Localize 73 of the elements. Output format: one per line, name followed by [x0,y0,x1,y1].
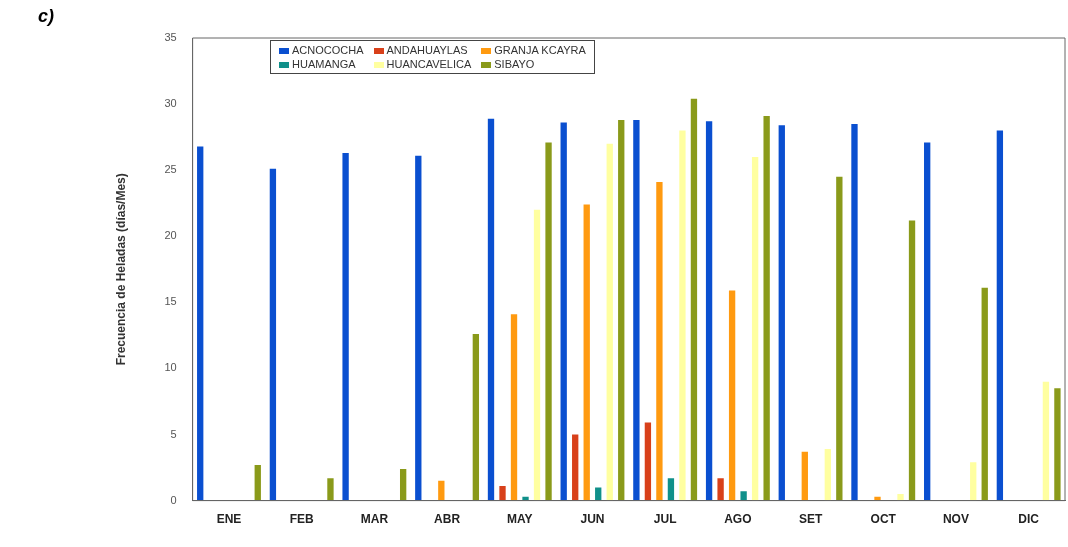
legend-label: ANDAHUAYLAS [385,44,469,56]
bar [801,451,808,501]
bar [487,118,495,501]
bar [254,464,261,501]
y-tick-label: 5 [170,427,177,440]
y-tick-label: 20 [164,229,177,242]
bar [763,115,770,501]
y-tick-label: 10 [164,361,177,374]
bar [705,121,713,501]
bar [342,152,349,501]
bar [970,462,977,501]
bar [1054,388,1061,501]
x-tick-label: FEB [289,512,315,527]
x-tick-label: ENE [216,512,242,527]
bar [751,156,759,501]
legend-label: GRANJA KCAYRA [493,44,586,56]
legend-label: ACNOCOCHA [291,44,364,56]
x-tick-label: NOV [942,512,969,527]
bar [996,130,1004,501]
bar [667,478,675,501]
bar [572,434,579,501]
bar [679,130,686,501]
bar [824,449,831,501]
bar [499,486,506,501]
legend-label: SIBAYO [493,58,536,70]
bar [415,155,422,501]
bar [583,204,590,501]
bar [690,98,698,501]
x-tick-label: SET [798,512,823,527]
legend-label: HUANCAVELICA [385,58,472,70]
x-tick-label: OCT [870,512,897,527]
bar [656,182,663,501]
y-tick-label: 15 [164,295,177,308]
y-tick-label: 35 [164,31,177,44]
bar [644,422,652,501]
x-tick-label: AGO [724,512,752,527]
bar [327,478,334,501]
y-tick-label: 0 [170,493,177,506]
legend-label: HUAMANGA [291,58,357,70]
x-tick-label: DIC [1018,512,1040,527]
y-axis-title: Frecuencia de Heladas (días/Mes) [113,173,128,366]
bar [717,478,724,501]
y-tick-label: 30 [164,97,177,110]
bar [778,125,785,501]
x-tick-label: MAR [360,512,389,527]
bar [981,287,988,501]
bar [618,119,625,501]
text: c) [38,6,55,27]
bar [740,491,747,501]
bar [606,143,613,501]
bar [545,142,552,501]
bar [472,334,480,501]
bar [595,487,602,501]
bar [1042,381,1050,501]
bar [908,220,916,501]
x-tick-label: JUN [580,512,605,527]
x-tick-label: MAY [506,512,533,527]
bar [399,468,407,501]
bar [533,209,541,501]
bar [897,493,904,501]
x-tick-label: ABR [434,512,461,527]
bar [197,146,204,501]
y-tick-label: 25 [164,163,177,176]
bar [728,290,736,501]
bar [633,119,640,501]
bar [924,142,931,501]
bar [438,480,445,501]
bar [510,314,518,501]
bar [836,176,843,501]
x-tick-label: JUL [653,512,677,527]
bar [560,122,567,501]
bar [851,123,858,501]
bar [269,168,277,501]
